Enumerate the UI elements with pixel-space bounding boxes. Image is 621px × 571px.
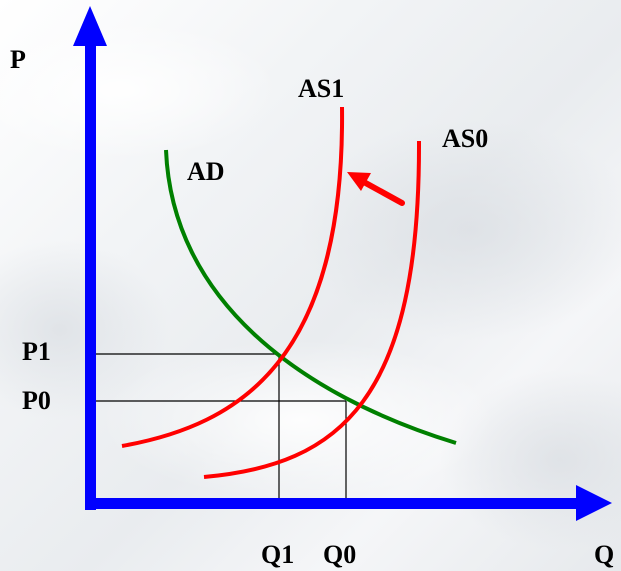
q0-tick-label: Q0 bbox=[323, 540, 356, 569]
ad-label: AD bbox=[187, 157, 225, 186]
y-axis bbox=[73, 6, 107, 510]
p0-tick-label: P0 bbox=[22, 386, 51, 415]
y-axis-label: P bbox=[10, 45, 26, 74]
as1-curve bbox=[121, 106, 345, 448]
p1-tick-label: P1 bbox=[22, 337, 51, 366]
x-axis bbox=[85, 485, 612, 521]
q1-tick-label: Q1 bbox=[261, 540, 294, 569]
as1-label: AS1 bbox=[298, 74, 344, 103]
as0-label: AS0 bbox=[442, 124, 488, 153]
ad-curve bbox=[164, 149, 457, 445]
x-axis-label: Q bbox=[594, 540, 614, 569]
arrow-up-left-icon bbox=[347, 172, 405, 206]
as0-curve bbox=[203, 140, 422, 479]
